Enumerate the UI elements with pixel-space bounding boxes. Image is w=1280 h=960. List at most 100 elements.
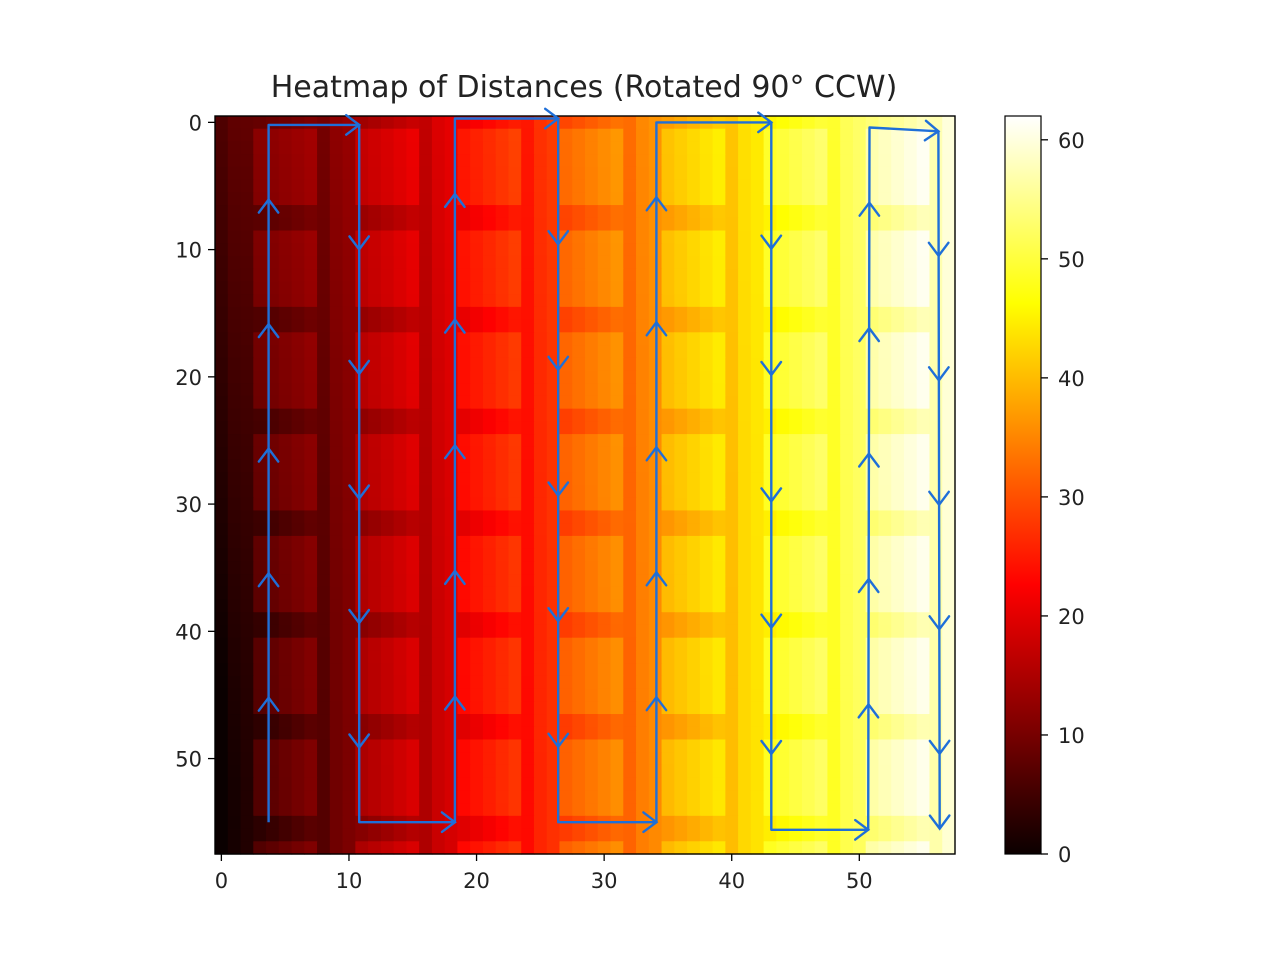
heatmap-cell	[712, 497, 726, 512]
heatmap-cell	[457, 434, 471, 448]
heatmap-cell	[495, 815, 510, 830]
heatmap-cell	[916, 510, 931, 524]
heatmap-cell	[636, 268, 650, 283]
heatmap-cell	[903, 446, 918, 461]
heatmap-cell	[329, 777, 344, 791]
heatmap-cell	[355, 714, 369, 728]
heatmap-cell	[406, 624, 420, 639]
heatmap-cell	[278, 243, 293, 257]
heatmap-cell	[215, 841, 229, 855]
path-arrowhead	[760, 487, 783, 504]
heatmap-cell	[585, 485, 599, 499]
heatmap-cell	[789, 294, 803, 308]
heatmap-cell	[725, 281, 739, 295]
heatmap-cell	[559, 408, 573, 422]
heatmap-cell	[585, 663, 599, 677]
heatmap-cell	[393, 841, 407, 855]
heatmap-cell	[674, 803, 688, 817]
heatmap-cell	[380, 828, 395, 842]
heatmap-cell	[572, 357, 586, 372]
heatmap-cell	[559, 205, 573, 219]
heatmap-cell	[661, 726, 675, 741]
heatmap-cell	[278, 332, 293, 346]
heatmap-cell	[240, 485, 254, 499]
heatmap-cell	[623, 154, 637, 168]
heatmap-cell	[317, 497, 331, 512]
heatmap-cell	[253, 752, 267, 766]
heatmap-cell	[585, 205, 599, 219]
path-arrowhead	[760, 739, 783, 757]
heatmap-cell	[687, 446, 701, 461]
heatmap-cell	[572, 599, 586, 613]
heatmap-cell	[482, 612, 497, 626]
heatmap-cell	[470, 701, 484, 715]
heatmap-cell	[623, 650, 637, 664]
heatmap-cell	[814, 357, 829, 372]
colorbar-tick-label: 0	[1058, 843, 1071, 867]
heatmap-cell	[355, 663, 369, 677]
heatmap-cell	[227, 535, 242, 550]
heatmap-cell	[712, 675, 726, 690]
heatmap-cell	[712, 688, 726, 702]
heatmap-cell	[546, 714, 561, 728]
heatmap-cell	[495, 803, 510, 817]
heatmap-cell	[610, 752, 624, 766]
heatmap-cell	[227, 714, 242, 728]
heatmap-cell	[827, 523, 841, 537]
heatmap-cell	[470, 510, 484, 524]
heatmap-cell	[750, 383, 765, 397]
heatmap-cell	[750, 701, 765, 715]
heatmap-cell	[253, 383, 267, 397]
heatmap-cell	[661, 294, 675, 308]
heatmap-cell	[840, 561, 854, 575]
heatmap-cell	[699, 764, 714, 779]
heatmap-cell	[546, 243, 561, 257]
heatmap-cell	[317, 777, 331, 791]
heatmap-cell	[380, 472, 395, 486]
heatmap-cell	[419, 217, 433, 232]
path-arrowhead	[645, 570, 668, 587]
heatmap-cell	[342, 306, 356, 321]
heatmap-cell	[406, 255, 420, 270]
heatmap-cell	[814, 675, 829, 690]
heatmap-cell	[419, 446, 433, 461]
heatmap-cell	[738, 408, 752, 422]
heatmap-cell	[521, 243, 535, 257]
heatmap-cell	[393, 777, 407, 791]
heatmap-cell	[215, 421, 229, 435]
heatmap-cell	[929, 230, 943, 244]
heatmap-cell	[572, 370, 586, 384]
heatmap-cell	[878, 383, 892, 397]
heatmap-cell	[699, 535, 714, 550]
heatmap-cell	[776, 650, 790, 664]
heatmap-cell	[240, 154, 254, 168]
heatmap-cell	[891, 332, 905, 346]
heatmap-cell	[827, 701, 841, 715]
heatmap-cell	[253, 561, 267, 575]
heatmap-cell	[508, 408, 522, 422]
heatmap-cell	[533, 815, 548, 830]
heatmap-cell	[789, 434, 803, 448]
heatmap-cell	[840, 828, 854, 842]
heatmap-cell	[253, 141, 267, 155]
heatmap-cell	[240, 612, 254, 626]
heatmap-cell	[380, 459, 395, 473]
heatmap-cell	[533, 459, 548, 473]
heatmap-cell	[725, 535, 739, 550]
heatmap-cell	[546, 688, 561, 702]
heatmap-cell	[355, 332, 369, 346]
heatmap-cell	[495, 535, 510, 550]
heatmap-cell	[610, 561, 624, 575]
heatmap-cell	[304, 434, 318, 448]
heatmap-cell	[253, 803, 267, 817]
heatmap-cell	[699, 421, 714, 435]
heatmap-cell	[878, 395, 892, 410]
heatmap-cell	[329, 268, 344, 283]
heatmap-cell	[776, 726, 790, 741]
heatmap-cell	[572, 395, 586, 410]
heatmap-cell	[789, 357, 803, 372]
heatmap-cell	[317, 815, 331, 830]
y-tick-label: 50	[175, 748, 202, 772]
heatmap-cell	[559, 421, 573, 435]
heatmap-cell	[521, 357, 535, 372]
